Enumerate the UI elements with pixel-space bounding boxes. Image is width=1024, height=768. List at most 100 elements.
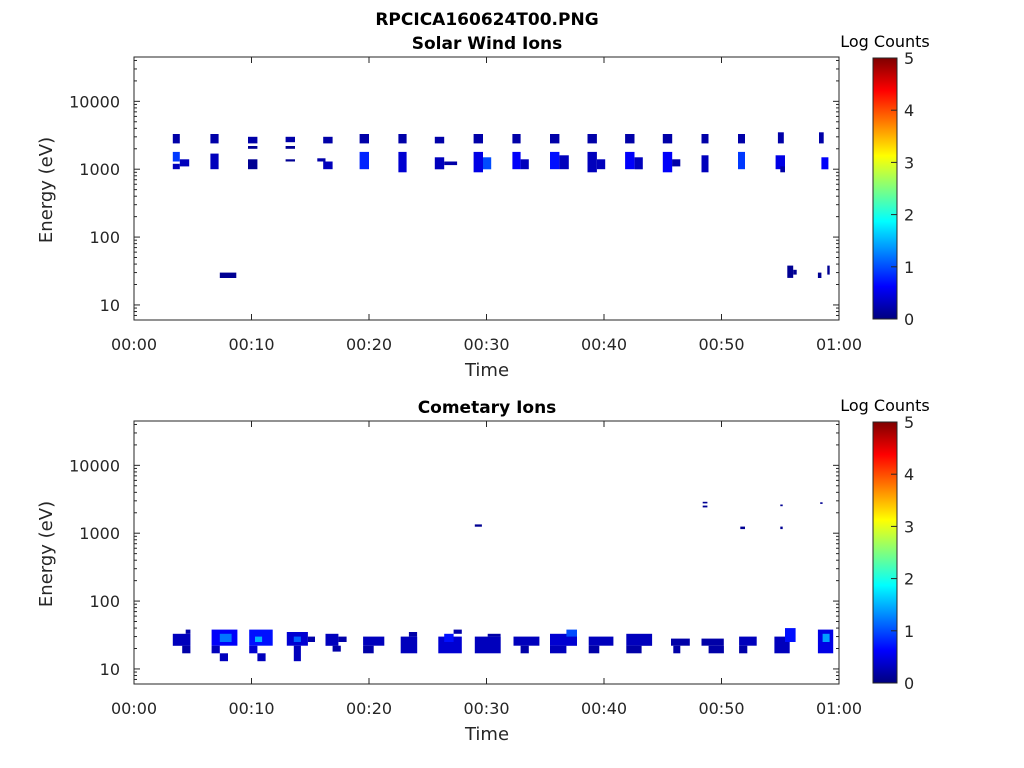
x-tick-label: 00:10	[228, 335, 274, 354]
heatmap-cell	[248, 159, 258, 170]
heatmap-cell	[474, 636, 501, 654]
y-axis: 10 100 1000 10000	[69, 59, 839, 321]
heatmap-cell	[819, 132, 824, 144]
heatmap-cell	[738, 151, 745, 170]
y-tick-label: 10	[100, 660, 120, 679]
panel-title-cometary-ions: Cometary Ions	[418, 398, 557, 418]
heatmap-cell	[434, 136, 445, 144]
colorbar	[872, 57, 898, 320]
x-tick-label: 00:50	[698, 699, 744, 718]
heatmap-cell	[185, 629, 191, 634]
heatmap-cell	[566, 629, 577, 637]
heatmap-cell	[793, 269, 797, 275]
colorbar-tick-label: 2	[904, 570, 914, 589]
heatmap-cell	[219, 633, 232, 642]
heatmap-cell	[512, 151, 521, 170]
heatmap-cell	[550, 633, 577, 646]
heatmap-cell	[777, 132, 784, 144]
x-tick-label: 00:00	[111, 699, 157, 718]
y-tick-label: 10000	[69, 456, 120, 475]
heatmap-cells	[172, 501, 834, 662]
heatmap-cell	[363, 645, 374, 654]
heatmap-cell	[172, 134, 180, 144]
heatmap-cell	[702, 505, 708, 508]
heatmap-cell	[775, 155, 785, 170]
colorbar-ticks: 0 1 2 3 4 5	[891, 49, 914, 329]
y-tick-label: 10	[100, 296, 120, 315]
heatmap-cell	[634, 157, 643, 170]
y-axis-label: Energy (eV)	[36, 501, 57, 607]
heatmap-cell	[293, 636, 301, 642]
heatmap-cell	[708, 645, 724, 654]
heatmap-cell	[285, 146, 295, 149]
heatmap-cell	[323, 136, 333, 144]
heatmap-cell	[822, 633, 830, 642]
heatmap-cell	[285, 159, 295, 162]
colorbar-tick-label: 4	[904, 101, 914, 120]
heatmap-cell	[588, 636, 614, 646]
plot-frame	[133, 56, 840, 321]
x-axis-label: Time	[464, 360, 509, 381]
heatmap-cell	[398, 134, 407, 144]
colorbar-tick-label: 1	[904, 622, 914, 641]
heatmap-cell	[338, 636, 347, 642]
x-axis: 00:00 00:10 00:20 00:30 00:40 00:50 01:00	[111, 421, 862, 718]
heatmap-cell	[210, 134, 219, 144]
heatmap-cell	[626, 633, 653, 646]
heatmap-cell	[307, 636, 315, 642]
heatmap-cell	[400, 636, 418, 654]
heatmap-cell	[255, 636, 263, 642]
heatmap-cell	[248, 136, 258, 144]
heatmap-cell	[662, 134, 673, 144]
heatmap-cell	[625, 151, 635, 170]
x-axis: 00:00 00:10 00:20 00:30 00:40 00:50 01:00	[111, 57, 862, 354]
y-axis: 10 100 1000 10000	[69, 423, 839, 685]
figure-title: RPCICA160624T00.PNG	[375, 10, 598, 30]
heatmap-cell	[701, 134, 709, 144]
heatmap-cell	[780, 504, 783, 507]
heatmap-cell	[513, 636, 540, 646]
colorbar-label: Log Counts	[840, 396, 930, 415]
panel-cometary-ions: Cometary Ions 10 100 1000 10000 00:00 00:10 0…	[36, 396, 930, 745]
heatmap-cell	[827, 265, 830, 275]
heatmap-cell	[172, 151, 180, 162]
heatmap-cell	[740, 526, 745, 530]
heatmap-cell	[359, 151, 369, 170]
heatmap-cell	[219, 272, 237, 278]
heatmap-cell	[248, 146, 258, 149]
heatmap-cell	[672, 159, 681, 167]
heatmap-cell	[520, 159, 529, 170]
heatmap-cell	[780, 526, 783, 530]
heatmap-cell	[739, 636, 757, 646]
heatmap-cell	[785, 628, 796, 642]
heatmap-cell	[550, 151, 560, 170]
heatmap-cell	[671, 638, 690, 646]
colorbar-tick-label: 2	[904, 206, 914, 225]
x-tick-label: 00:20	[346, 699, 392, 718]
heatmap-cell	[317, 158, 326, 162]
heatmap-cell	[701, 155, 709, 173]
y-tick-label: 100	[89, 592, 120, 611]
heatmap-cell	[738, 134, 745, 144]
heatmap-cell	[211, 645, 220, 654]
y-tick-label: 1000	[79, 524, 120, 543]
heatmap-cell	[702, 501, 708, 504]
heatmap-cell	[625, 134, 635, 144]
x-tick-label: 00:10	[228, 699, 274, 718]
x-tick-label: 00:40	[581, 335, 627, 354]
heatmap-cell	[473, 151, 483, 173]
heatmap-cell	[673, 645, 681, 654]
heatmap-cell	[172, 633, 191, 646]
x-tick-label: 01:00	[816, 699, 862, 718]
heatmap-cell	[626, 645, 642, 654]
x-tick-label: 00:30	[463, 335, 509, 354]
heatmap-cell	[820, 502, 823, 504]
heatmap-cell	[550, 645, 567, 654]
heatmap-cell	[438, 636, 462, 654]
colorbar-ticks: 0 1 2 3 4 5	[891, 413, 914, 693]
y-tick-label: 10000	[69, 92, 120, 111]
heatmap-cell	[182, 645, 191, 654]
panel-title-solar-wind-ions: Solar Wind Ions	[412, 34, 563, 54]
y-tick-label: 100	[89, 228, 120, 247]
